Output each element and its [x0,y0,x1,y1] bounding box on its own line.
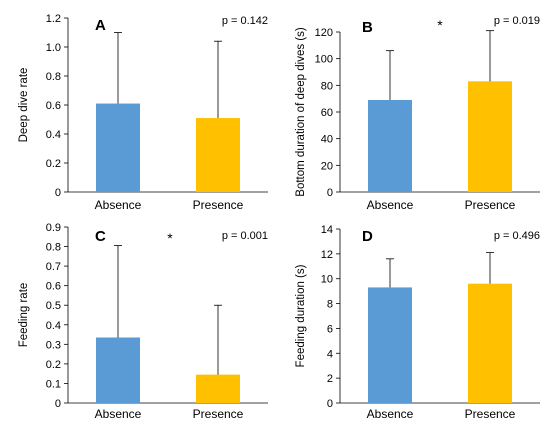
panel-a-category-label: Presence [193,198,244,212]
panel-c-bar [96,337,140,403]
panel-a-y-tick-label: 0.8 [46,71,61,83]
panel-a-y-tick-label: 0.2 [46,158,61,170]
panel-a-category-label: Absence [95,198,142,212]
panel-b-significance-marker: * [437,17,443,33]
panel-c-y-tick-label: 0 [55,398,61,410]
panel-a-letter: A [95,17,106,34]
panel-a-y-tick-label: 1.0 [46,42,61,54]
panel-b-y-tick-label: 0 [327,187,333,199]
panel-d-p-value: p = 0.496 [494,230,540,242]
panel-c-y-tick-label: 0.6 [46,281,61,293]
panel-a-y-tick-label: 0 [55,187,61,199]
panel-c-y-tick-label: 0.1 [46,378,61,390]
panel-d-letter: D [362,228,373,245]
panel-c-category-label: Presence [193,407,244,421]
panel-d-y-tick-label: 0 [327,398,333,410]
panel-b-p-value: p = 0.019 [494,15,540,27]
panel-c-category-label: Absence [95,407,142,421]
panel-a-bar [96,103,140,192]
panel-c-p-value: p = 0.001 [222,230,268,242]
panel-c-bar [196,374,240,403]
panel-a-p-value: p = 0.142 [222,15,268,27]
panel-a-y-tick-label: 0.4 [46,129,61,141]
panel-c-y-tick-label: 0.4 [46,320,61,332]
panel-c-y-tick-label: 0.8 [46,242,61,254]
panel-b-y-axis-label: Bottom duration of deep dives (s) [295,27,307,197]
panel-a-bar [196,118,240,192]
panel-b-y-tick-label: 80 [321,80,333,92]
panel-d-category-label: Absence [367,407,414,421]
panel-c-y-tick-label: 0.7 [46,261,61,273]
panel-c-y-tick-label: 0.9 [46,222,61,234]
panel-d-bar [468,283,512,403]
panel-c-y-tick-label: 0.2 [46,359,61,371]
panel-d-y-tick-label: 12 [321,249,333,261]
panel-a-y-axis-label: Deep dive rate [18,68,30,143]
panel-d-y-tick-label: 8 [327,299,333,311]
panel-b-y-tick-label: 100 [315,54,333,66]
panel-b-y-tick-label: 60 [321,107,333,119]
panel-c-y-tick-label: 0.5 [46,300,61,312]
panel-d-y-tick-label: 4 [327,348,333,360]
panel-d-y-tick-label: 10 [321,274,333,286]
panel-d-y-tick-label: 2 [327,373,333,385]
panel-d-bar [368,287,412,403]
panel-a-y-tick-label: 1.2 [46,13,61,25]
panel-c-y-axis-label: Feeding rate [18,283,30,348]
panel-d-y-axis-label: Feeding duration (s) [295,264,307,367]
panel-b-y-tick-label: 40 [321,134,333,146]
panel-b-bar [468,81,512,192]
panel-b-y-tick-label: 120 [315,27,333,39]
panel-c-letter: C [95,228,106,245]
panel-b-category-label: Presence [465,198,516,212]
panel-b-letter: B [362,19,373,36]
panel-b-y-tick-label: 20 [321,160,333,172]
panel-d-category-label: Presence [465,407,516,421]
panel-c-y-tick-label: 0.3 [46,339,61,351]
panel-d-y-tick-label: 6 [327,323,333,335]
panel-c-significance-marker: * [167,230,173,246]
panel-b-category-label: Absence [367,198,414,212]
panel-a-y-tick-label: 0.6 [46,100,61,112]
panel-b-bar [368,100,412,192]
panel-d-y-tick-label: 14 [321,224,333,236]
